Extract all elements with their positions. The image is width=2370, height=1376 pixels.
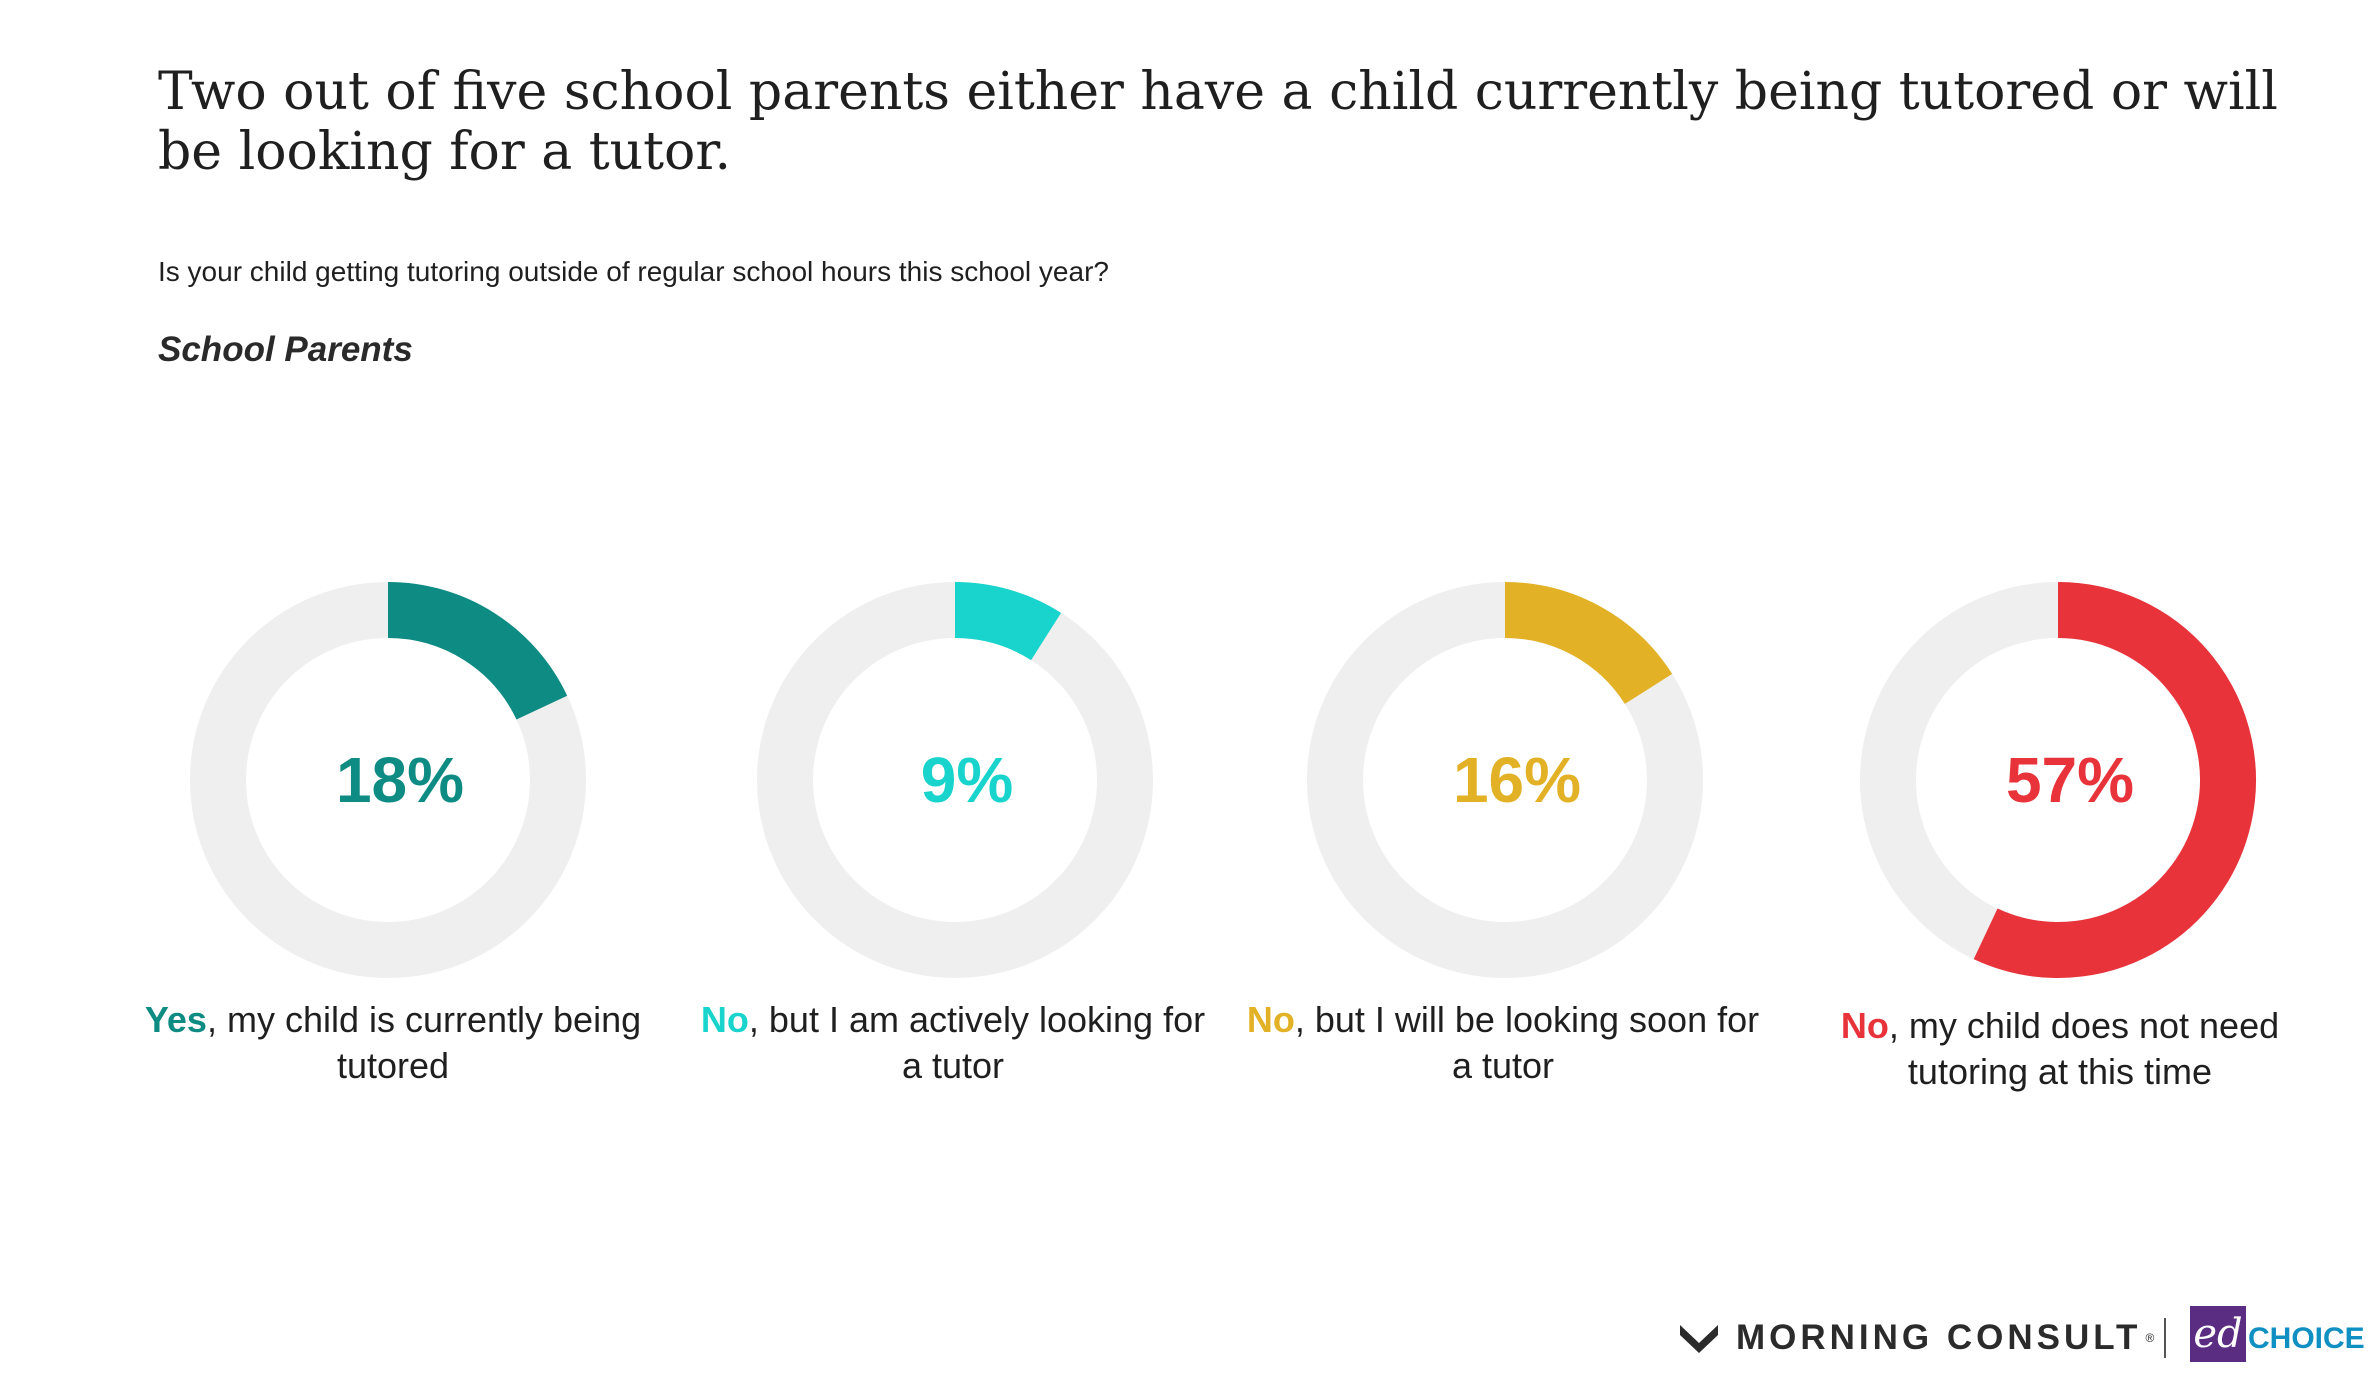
- survey-question: Is your child getting tutoring outside o…: [158, 256, 1109, 287]
- edchoice-logo: ed CHOICE: [2190, 1306, 2365, 1362]
- morning-consult-wordmark: MORNING CONSULT: [1736, 1318, 2142, 1357]
- donut-0: 18%: [190, 582, 586, 978]
- donut-slice: [387, 582, 568, 721]
- caption-no-looking-soon: No, but I will be looking soon for a tut…: [1243, 997, 1763, 1089]
- caption-yes-tutored: Yes, my child is currently being tutored: [133, 997, 653, 1089]
- caption-lead: No: [700, 999, 749, 1040]
- logo-divider: [2164, 1318, 2166, 1358]
- group-label: School Parents: [158, 330, 413, 369]
- donut-2: 16%: [1307, 582, 1703, 978]
- edchoice-ed-mark: ed: [2190, 1306, 2246, 1362]
- caption-text: , my child does not need tutoring at thi…: [1888, 1005, 2280, 1092]
- donut-1: 9%: [757, 582, 1153, 978]
- chart-title: Two out of five school parents either ha…: [158, 62, 2278, 182]
- donut-3: 57%: [1860, 582, 2256, 978]
- caption-lead: Yes: [144, 999, 207, 1040]
- donut-slice: [1973, 582, 2256, 978]
- donut-slice: [1504, 582, 1673, 705]
- registered-mark: ®: [2145, 1331, 2155, 1345]
- caption-text: , but I am actively looking for a tutor: [748, 999, 1206, 1086]
- caption-no-actively-looking: No, but I am actively looking for a tuto…: [693, 997, 1213, 1089]
- morning-consult-mark-icon: [1680, 1325, 1718, 1353]
- caption-text: , my child is currently being tutored: [206, 999, 642, 1086]
- donut-value-label: 9%: [921, 744, 1014, 816]
- edchoice-wordmark: CHOICE: [2248, 1322, 2365, 1355]
- donut-value-label: 57%: [2006, 744, 2134, 816]
- morning-consult-logo: MORNING CONSULT ®: [1680, 1318, 2154, 1358]
- donut-slice: [954, 582, 1062, 661]
- caption-lead: No: [1246, 999, 1295, 1040]
- caption-text: , but I will be looking soon for a tutor: [1294, 999, 1760, 1086]
- caption-lead: No: [1840, 1005, 1889, 1046]
- donut-value-label: 16%: [1453, 744, 1581, 816]
- caption-no-not-needed: No, my child does not need tutoring at t…: [1800, 1003, 2320, 1095]
- donut-value-label: 18%: [336, 744, 464, 816]
